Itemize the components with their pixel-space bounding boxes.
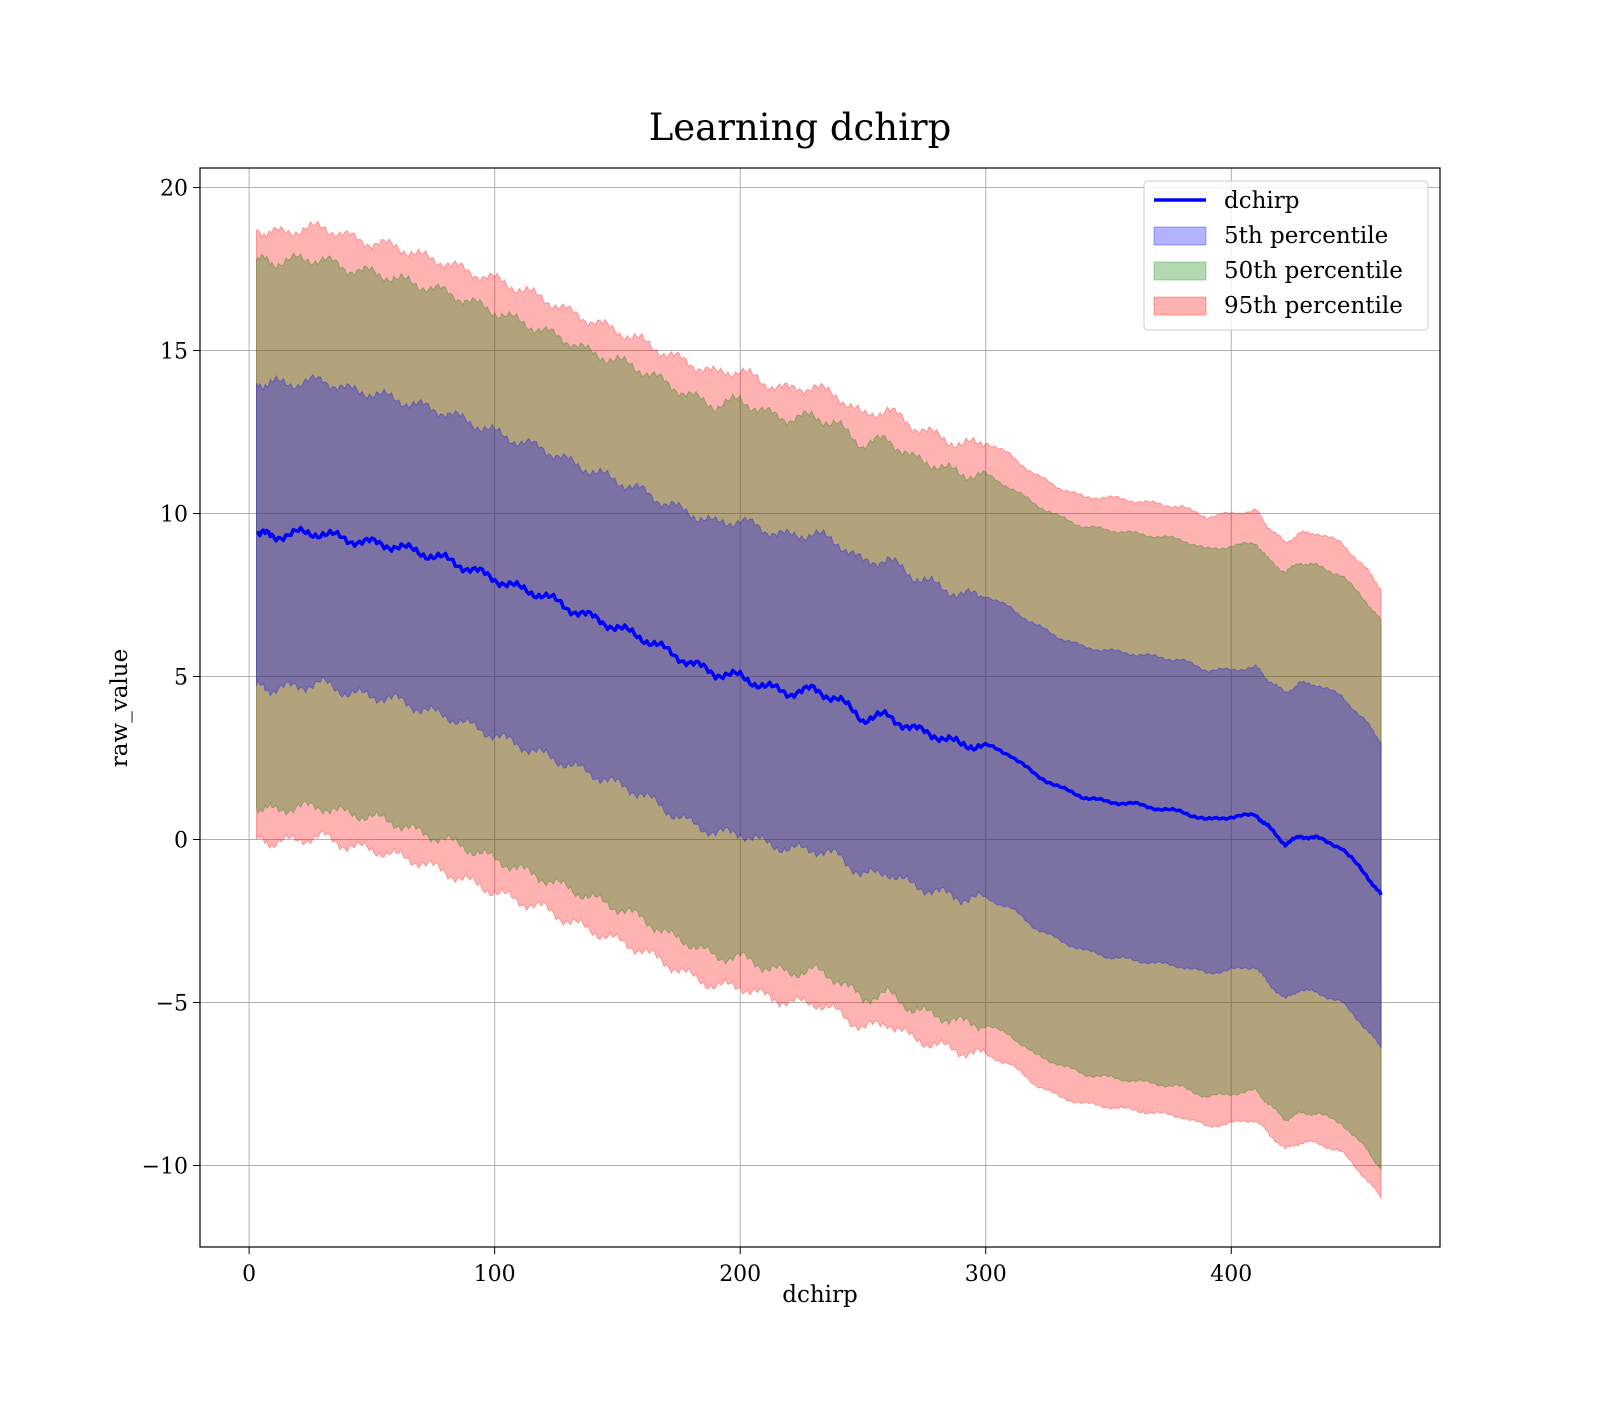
x-tick-label: 200 bbox=[719, 1262, 761, 1287]
y-tick-label: −10 bbox=[142, 1155, 188, 1180]
legend-swatch-95th-percentile bbox=[1153, 296, 1207, 316]
legend-swatch-50th-percentile bbox=[1153, 261, 1207, 281]
x-tick-label: 400 bbox=[1210, 1262, 1252, 1287]
band-5th-percentile bbox=[256, 373, 1382, 1049]
plot-frame bbox=[199, 167, 1441, 1248]
y-tick-label: 20 bbox=[160, 177, 188, 202]
x-axis-label: dchirp bbox=[782, 1282, 858, 1308]
y-tick-label: 5 bbox=[174, 666, 188, 691]
dchirp-line bbox=[256, 525, 1383, 896]
legend-label-95th-percentile: 95th percentile bbox=[1224, 293, 1403, 319]
percentile-bands bbox=[256, 220, 1382, 1201]
x-tick-label: 300 bbox=[965, 1262, 1007, 1287]
x-tick-label: 100 bbox=[474, 1262, 516, 1287]
y-tick-label: 0 bbox=[174, 829, 188, 854]
dchirp-line-layer bbox=[256, 525, 1383, 896]
legend-swatch-5th-percentile bbox=[1153, 226, 1207, 246]
chart-title: Learning dchirp bbox=[649, 106, 952, 149]
legend-frame bbox=[1143, 180, 1429, 331]
x-tick-label: 0 bbox=[242, 1262, 256, 1287]
y-tick-label: 15 bbox=[160, 340, 188, 365]
axis-ticks: 0 100 200 300 400 −10 −5 0 5 10 15 20 bbox=[142, 177, 1253, 1287]
band-95th-percentile bbox=[256, 220, 1382, 1201]
legend-label-dchirp: dchirp bbox=[1224, 188, 1300, 214]
legend-label-50th-percentile: 50th percentile bbox=[1224, 258, 1403, 284]
legend-label-5th-percentile: 5th percentile bbox=[1224, 223, 1388, 249]
y-tick-label: 10 bbox=[160, 503, 188, 528]
band-50th-percentile bbox=[256, 251, 1382, 1170]
legend: dchirp 5th percentile 50th percentile 95… bbox=[1143, 180, 1429, 331]
y-axis-label: raw_value bbox=[107, 649, 133, 767]
y-tick-label: −5 bbox=[156, 992, 188, 1017]
grid-lines bbox=[200, 168, 1440, 1247]
